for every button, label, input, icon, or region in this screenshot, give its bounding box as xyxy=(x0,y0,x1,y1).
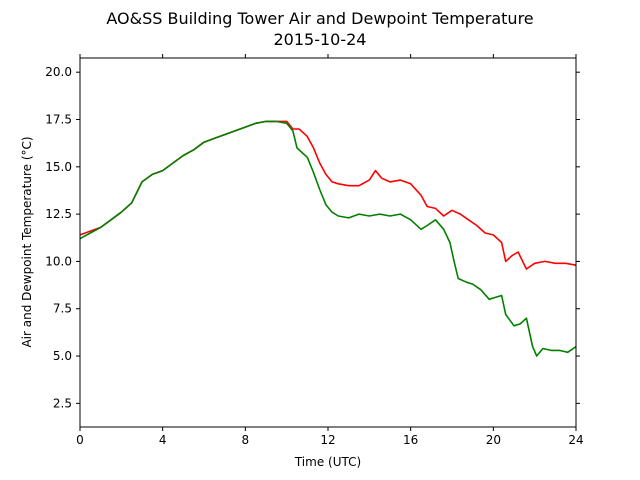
x-tick-label: 12 xyxy=(320,433,335,447)
y-tick-label: 10.0 xyxy=(45,254,72,268)
y-tick-label: 15.0 xyxy=(45,160,72,174)
y-tick-label: 12.5 xyxy=(45,207,72,221)
x-tick-label: 0 xyxy=(76,433,84,447)
y-tick-label: 20.0 xyxy=(45,65,72,79)
x-tick-label: 8 xyxy=(242,433,250,447)
x-tick-label: 4 xyxy=(159,433,167,447)
chart-subtitle: 2015-10-24 xyxy=(274,30,367,49)
chart-title: AO&SS Building Tower Air and Dewpoint Te… xyxy=(106,9,533,28)
x-axis-label: Time (UTC) xyxy=(294,455,361,469)
y-tick-label: 2.5 xyxy=(53,396,72,410)
y-axis-label: Air and Dewpoint Temperature (°C) xyxy=(20,136,34,347)
x-tick-label: 16 xyxy=(403,433,418,447)
x-tick-label: 24 xyxy=(568,433,583,447)
y-tick-label: 17.5 xyxy=(45,113,72,127)
y-tick-label: 7.5 xyxy=(53,302,72,316)
tick-layer: 0 4 8 12 16 20 24 2.5 5.0 7.5 10.0 12.5 15.0 17.5 20.0 xyxy=(45,54,584,447)
y-tick-label: 5.0 xyxy=(53,349,72,363)
x-tick-label: 20 xyxy=(486,433,501,447)
series-line-2 xyxy=(79,120,577,357)
series-layer xyxy=(79,120,577,357)
